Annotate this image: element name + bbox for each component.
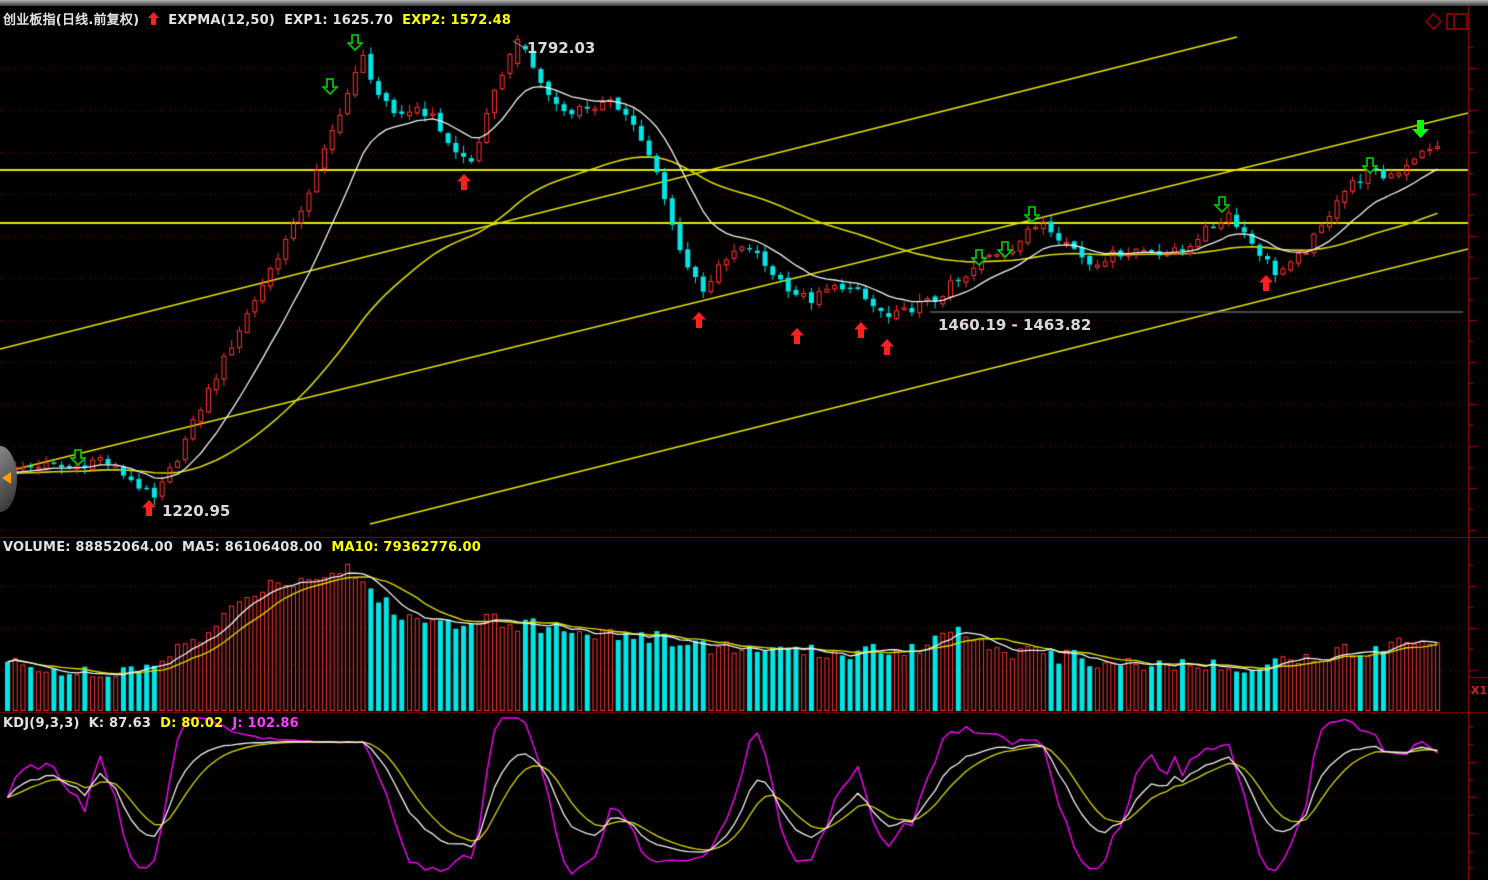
kdj-k-value: K: 87.63 [88, 716, 152, 731]
volume-panel-header: VOLUME: 88852064.00 MA5: 86106408.00 MA10:… [3, 540, 490, 555]
exp2-value: EXP2: 1572.48 [402, 13, 512, 28]
buy-signal-arrow-icon [854, 322, 868, 338]
window-icon[interactable] [1446, 13, 1468, 34]
sell-signal-arrow-icon [1212, 196, 1232, 214]
scroll-left-button[interactable] [0, 446, 17, 512]
buy-signal-arrow-icon [790, 328, 804, 344]
sell-signal-arrow-icon [1022, 206, 1042, 224]
volume-value[interactable]: VOLUME: 88852064.00 [3, 540, 173, 555]
buy-signal-arrow-icon [880, 339, 894, 355]
gap-range-annotation: 1460.19 - 1463.82 [938, 316, 1092, 334]
low-price-annotation: 1220.95 [162, 502, 231, 520]
window-top-edge [0, 0, 1488, 6]
kdj-j-value: J: 102.86 [232, 716, 299, 731]
sell-signal-arrow-icon [68, 449, 88, 467]
vol-ma5-value: MA5: 86106408.00 [182, 540, 323, 555]
sell-signal-arrow-icon [320, 78, 340, 96]
kdj-panel-header: KDJ(9,3,3) K: 87.63 D: 80.02 J: 102.86 [3, 716, 308, 731]
sell-signal-arrow-icon [1360, 157, 1380, 175]
peak-price-annotation: 1792.03 [527, 39, 596, 57]
sell-signal-arrow-icon [345, 34, 365, 52]
buy-signal-arrow-icon [692, 312, 706, 328]
strong-sell-signal-arrow-icon [1412, 120, 1429, 138]
buy-signal-arrow-icon [1259, 275, 1273, 291]
diamond-icon[interactable] [1424, 12, 1443, 34]
buy-signal-arrow-icon [142, 500, 156, 516]
buy-signal-arrow-icon [457, 174, 471, 190]
sell-signal-arrow-icon [969, 249, 989, 267]
exp1-value: EXP1: 1625.70 [284, 13, 394, 28]
expma-up-arrow-icon [148, 12, 160, 29]
symbol-title: 创业板指(日线.前复权) [3, 13, 140, 28]
vol-ma10-value: MA10: 79362776.00 [331, 540, 481, 555]
x-scale-label[interactable]: X1 [1471, 684, 1488, 697]
indicator-label[interactable]: EXPMA(12,50) [168, 13, 276, 28]
scroll-left-arrow-icon [2, 472, 11, 484]
main-chart-header: 创业板指(日线.前复权) EXPMA(12,50) EXP1: 1625.70 EXP… [3, 9, 520, 29]
sell-signal-arrow-icon [995, 241, 1015, 259]
kdj-d-value: D: 80.02 [160, 716, 224, 731]
kdj-name[interactable]: KDJ(9,3,3) [3, 716, 80, 731]
